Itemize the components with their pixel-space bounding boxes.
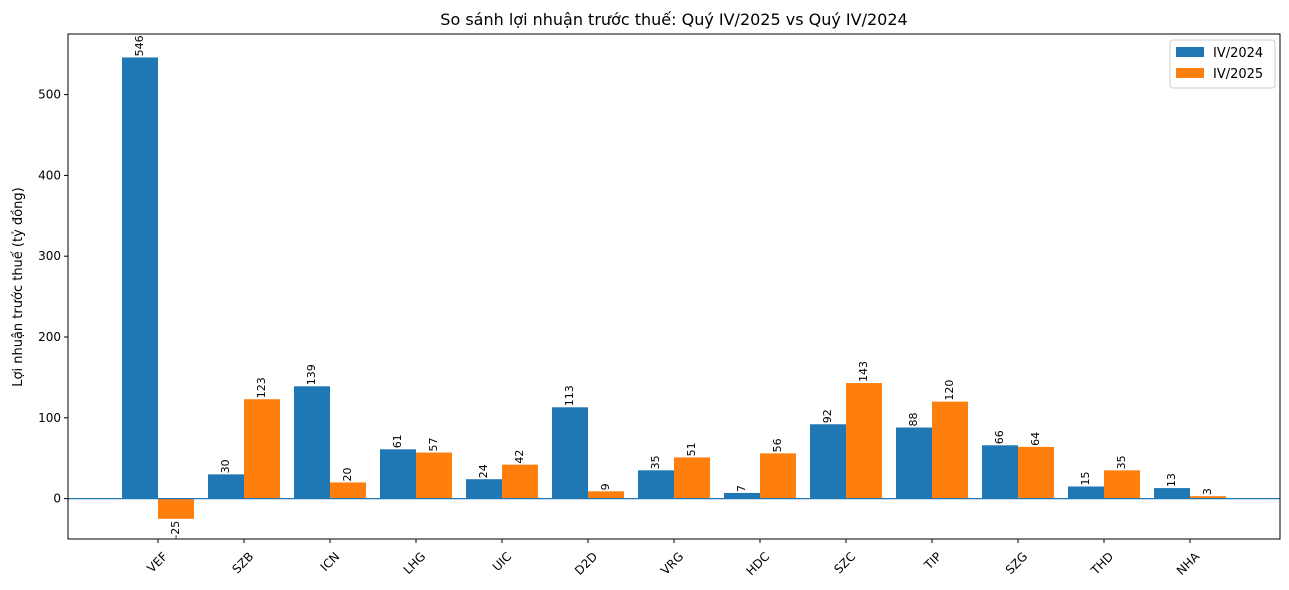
bar-IV-2025-NHA <box>1190 496 1226 499</box>
bar-IV-2025-HDC <box>760 453 796 499</box>
data-label: 546 <box>133 35 146 56</box>
y-tick-label: 500 <box>38 88 61 102</box>
data-label: 56 <box>771 438 784 452</box>
x-tick-label: VRG <box>658 549 686 577</box>
bar-IV-2025-TIP <box>932 401 968 499</box>
data-label: 88 <box>907 412 920 426</box>
data-label: 13 <box>1165 473 1178 487</box>
bar-IV-2024-D2D <box>552 407 588 499</box>
x-tick-label: TIP <box>921 549 944 572</box>
data-label: 30 <box>219 459 232 473</box>
data-label: 61 <box>391 434 404 448</box>
data-label: 113 <box>563 385 576 406</box>
bar-IV-2024-LHG <box>380 449 416 499</box>
data-label: 51 <box>685 442 698 456</box>
y-tick-label: 300 <box>38 249 61 263</box>
data-label: 35 <box>649 455 662 469</box>
bar-IV-2025-UIC <box>502 464 538 499</box>
bar-IV-2025-SZC <box>846 383 882 499</box>
data-label: 42 <box>513 450 526 464</box>
legend: IV/2024 IV/2025 <box>1169 39 1276 89</box>
bar-IV-2024-HDC <box>724 492 760 499</box>
data-label: 64 <box>1029 432 1042 446</box>
bar-IV-2025-SZG <box>1018 446 1054 499</box>
data-label: 3 <box>1201 488 1214 495</box>
bar-IV-2024-SZC <box>810 424 846 499</box>
data-label: 123 <box>255 377 268 398</box>
data-label: 120 <box>943 380 956 401</box>
data-label: 92 <box>821 409 834 423</box>
x-tick-label: SZG <box>1003 549 1031 577</box>
x-tick-label: HDC <box>744 549 773 578</box>
x-tick-label: SZC <box>831 549 858 576</box>
data-label: 24 <box>477 464 490 478</box>
bar-IV-2024-UIC <box>466 479 502 499</box>
y-tick-label: 100 <box>38 411 61 425</box>
x-tick-label: THD <box>1088 549 1117 578</box>
y-axis-label: Lợi nhuận trước thuế (tỷ đồng) <box>11 187 26 386</box>
legend-label: IV/2024 <box>1213 46 1263 61</box>
legend-swatch <box>1176 68 1204 78</box>
x-tick-label: VEF <box>144 549 170 575</box>
bar-IV-2025-VRG <box>674 457 710 499</box>
bar-IV-2025-ICN <box>330 482 366 499</box>
bar-IV-2024-VEF <box>122 57 158 499</box>
x-tick-label: LHG <box>401 549 429 577</box>
x-tick-label: D2D <box>572 549 600 577</box>
bar-IV-2025-VEF <box>158 498 194 519</box>
x-tick-label: UIC <box>490 549 515 574</box>
data-label: 66 <box>993 430 1006 444</box>
bar-IV-2024-SZG <box>982 445 1018 499</box>
data-label: -25 <box>169 521 182 539</box>
legend-label: IV/2025 <box>1213 67 1263 82</box>
legend-swatch <box>1176 47 1204 57</box>
y-tick-label: 400 <box>38 168 61 182</box>
bar-IV-2024-ICN <box>294 386 330 499</box>
bar-IV-2025-THD <box>1104 470 1140 499</box>
data-label: 9 <box>599 483 612 490</box>
bar-IV-2024-VRG <box>638 470 674 499</box>
x-tick-label: NHA <box>1174 549 1203 578</box>
y-tick-label: 200 <box>38 330 61 344</box>
data-label: 143 <box>857 361 870 382</box>
data-label: 20 <box>341 467 354 481</box>
bar-IV-2024-TIP <box>896 427 932 499</box>
plot-frame <box>67 33 1281 540</box>
bar-IV-2025-D2D <box>588 491 624 499</box>
x-tick-label: SZB <box>229 549 256 576</box>
bar-IV-2024-NHA <box>1154 488 1190 499</box>
bar-IV-2025-SZB <box>244 399 280 499</box>
data-label: 15 <box>1079 471 1092 485</box>
y-tick-label: 0 <box>53 492 61 506</box>
bar-IV-2024-SZB <box>208 474 244 499</box>
chart-title: So sánh lợi nhuận trước thuế: Quý IV/202… <box>440 10 907 29</box>
bar-IV-2024-THD <box>1068 486 1104 499</box>
data-label: 35 <box>1115 455 1128 469</box>
bar-IV-2025-LHG <box>416 452 452 499</box>
data-label: 7 <box>735 485 748 492</box>
data-label: 57 <box>427 438 440 452</box>
x-tick-label: ICN <box>318 549 343 574</box>
data-label: 139 <box>305 364 318 385</box>
